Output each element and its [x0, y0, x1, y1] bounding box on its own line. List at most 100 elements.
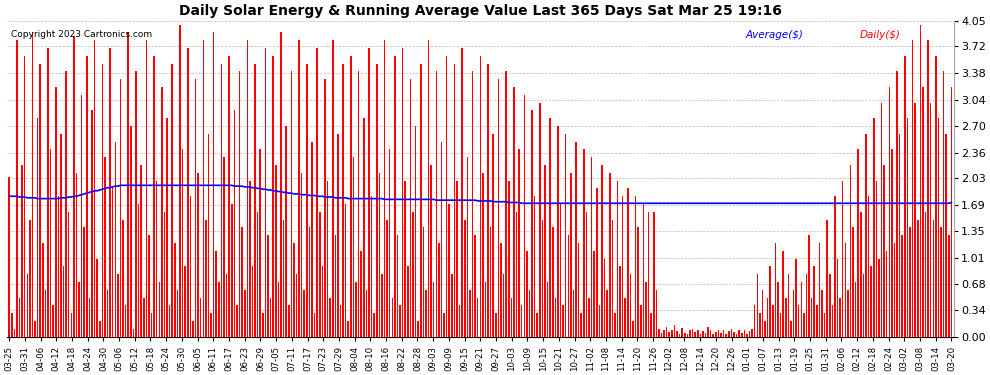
Bar	[117, 274, 119, 337]
Bar	[373, 313, 375, 337]
Bar	[567, 235, 569, 337]
Bar	[938, 118, 940, 337]
Bar	[945, 134, 947, 337]
Bar	[888, 87, 890, 337]
Bar	[902, 235, 903, 337]
Bar	[48, 48, 49, 337]
Bar	[710, 330, 712, 337]
Bar	[756, 274, 758, 337]
Bar	[798, 306, 800, 337]
Bar	[109, 48, 111, 337]
Bar	[780, 313, 781, 337]
Bar	[389, 150, 390, 337]
Bar	[643, 204, 644, 337]
Bar	[824, 313, 826, 337]
Bar	[759, 313, 760, 337]
Bar	[653, 212, 654, 337]
Bar	[942, 71, 944, 337]
Bar	[52, 306, 53, 337]
Bar	[352, 157, 354, 337]
Bar	[734, 332, 735, 337]
Bar	[296, 274, 297, 337]
Bar	[936, 56, 937, 337]
Bar	[583, 150, 585, 337]
Bar	[816, 306, 818, 337]
Bar	[306, 64, 308, 337]
Bar	[472, 71, 473, 337]
Bar	[123, 220, 124, 337]
Bar	[368, 48, 369, 337]
Bar	[658, 329, 659, 337]
Bar	[176, 290, 178, 337]
Bar	[591, 157, 592, 337]
Bar	[922, 87, 924, 337]
Bar	[500, 243, 502, 337]
Bar	[917, 220, 919, 337]
Bar	[324, 79, 326, 337]
Bar	[862, 274, 864, 337]
Bar	[894, 243, 895, 337]
Bar	[213, 32, 215, 337]
Bar	[350, 56, 351, 337]
Bar	[940, 228, 941, 337]
Bar	[128, 32, 129, 337]
Bar	[141, 165, 142, 337]
Bar	[14, 329, 15, 337]
Bar	[120, 79, 121, 337]
Bar	[158, 282, 160, 337]
Bar	[431, 165, 432, 337]
Bar	[847, 290, 848, 337]
Bar	[886, 251, 887, 337]
Bar	[200, 298, 202, 337]
Bar	[83, 228, 85, 337]
Bar	[829, 274, 831, 337]
Bar	[612, 220, 613, 337]
Bar	[855, 282, 856, 337]
Bar	[565, 134, 566, 337]
Bar	[171, 64, 173, 337]
Bar	[529, 290, 531, 337]
Bar	[731, 329, 733, 337]
Bar	[428, 40, 430, 337]
Bar	[394, 56, 396, 337]
Bar	[391, 298, 393, 337]
Bar	[495, 313, 497, 337]
Bar	[148, 235, 149, 337]
Bar	[795, 259, 797, 337]
Bar	[317, 48, 318, 337]
Bar	[187, 48, 188, 337]
Bar	[702, 331, 704, 337]
Bar	[524, 95, 525, 337]
Bar	[332, 40, 334, 337]
Bar	[920, 25, 921, 337]
Bar	[676, 331, 678, 337]
Bar	[237, 306, 238, 337]
Bar	[881, 103, 882, 337]
Bar	[102, 64, 103, 337]
Bar	[883, 165, 885, 337]
Bar	[256, 212, 258, 337]
Bar	[915, 103, 916, 337]
Bar	[526, 251, 528, 337]
Bar	[544, 165, 545, 337]
Bar	[195, 79, 196, 337]
Bar	[330, 298, 331, 337]
Bar	[153, 56, 154, 337]
Bar	[221, 64, 222, 337]
Bar	[27, 274, 28, 337]
Bar	[679, 333, 680, 337]
Bar	[262, 313, 263, 337]
Bar	[231, 204, 233, 337]
Bar	[870, 267, 872, 337]
Bar	[609, 173, 611, 337]
Bar	[133, 329, 135, 337]
Bar	[78, 282, 80, 337]
Bar	[769, 267, 771, 337]
Bar	[397, 235, 398, 337]
Bar	[130, 126, 132, 337]
Bar	[293, 243, 295, 337]
Bar	[912, 40, 914, 337]
Bar	[748, 331, 750, 337]
Bar	[22, 165, 23, 337]
Bar	[150, 313, 152, 337]
